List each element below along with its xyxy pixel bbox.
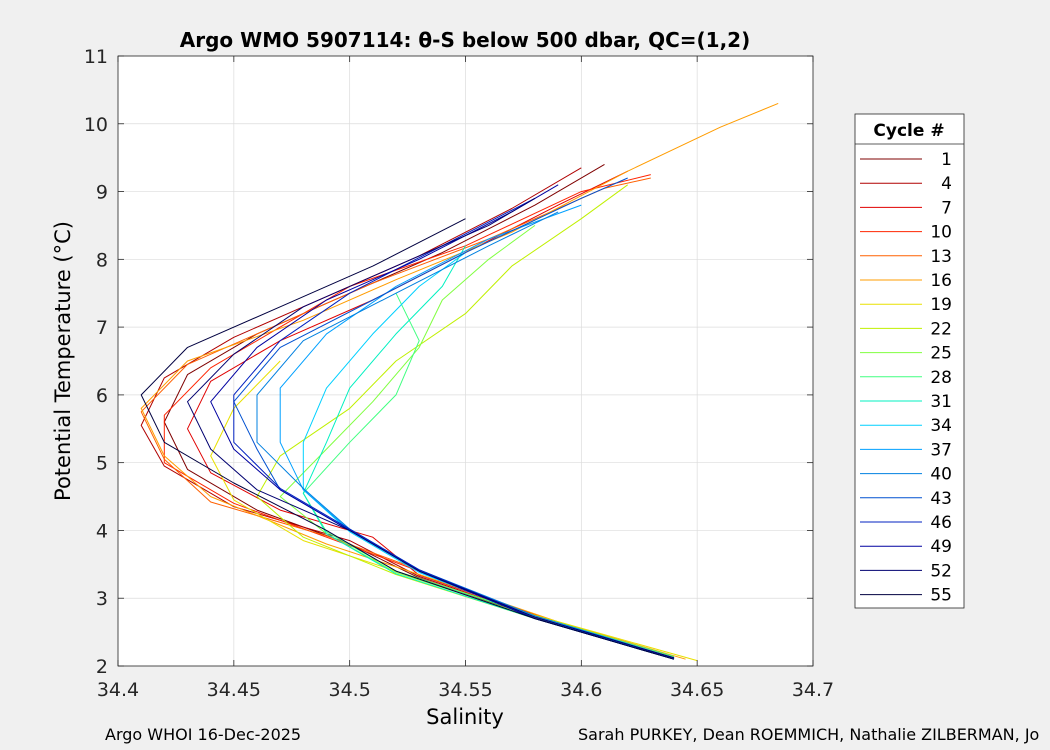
ticks <box>117 55 814 667</box>
legend-items: 1 4 7 10 13 16 19 22 25 28 31 34 37 40 43 46 49 52 55 <box>860 150 952 606</box>
x-tick-label: 34.5 <box>329 679 371 701</box>
series-line-cycle-22 <box>256 184 675 660</box>
legend: Cycle # 1 4 7 10 13 16 19 22 25 28 31 34 37 40 43 46 49 5… <box>854 113 965 609</box>
y-tick-label: 10 <box>84 114 108 136</box>
y-tick-label: 6 <box>96 385 108 407</box>
series-line-cycle-46 <box>233 197 675 659</box>
x-tick-label: 34.4 <box>97 679 139 701</box>
legend-label-cycle-49: 49 <box>930 537 952 557</box>
series-line-cycle-31 <box>302 245 675 660</box>
y-tick-label: 7 <box>96 317 108 339</box>
legend-label-cycle-46: 46 <box>930 513 952 533</box>
x-tick-labels: 34.4 34.45 34.5 34.55 34.6 34.65 34.7 <box>97 679 834 701</box>
x-tick-label: 34.45 <box>207 679 261 701</box>
legend-label-cycle-19: 19 <box>930 295 952 315</box>
legend-label-cycle-40: 40 <box>930 465 952 485</box>
y-tick-label: 3 <box>96 588 108 610</box>
legend-label-cycle-4: 4 <box>941 174 952 194</box>
legend-label-cycle-13: 13 <box>930 247 952 267</box>
y-tick-label: 4 <box>96 520 108 542</box>
series-line-cycle-55 <box>140 218 675 660</box>
y-tick-label: 9 <box>96 182 108 204</box>
legend-label-cycle-37: 37 <box>930 440 952 460</box>
x-tick-label: 34.6 <box>560 679 602 701</box>
legend-label-cycle-52: 52 <box>930 561 952 581</box>
y-axis-label: Potential Temperature (°C) <box>51 221 75 501</box>
x-tick-label: 34.7 <box>792 679 834 701</box>
chart-title: Argo WMO 5907114: θ-S below 500 dbar, QC… <box>180 28 750 52</box>
legend-label-cycle-10: 10 <box>930 223 952 243</box>
y-tick-label: 8 <box>96 249 108 271</box>
legend-label-cycle-28: 28 <box>930 368 952 388</box>
legend-label-cycle-25: 25 <box>930 344 952 364</box>
x-tick-label: 34.65 <box>670 679 724 701</box>
y-tick-label: 2 <box>96 656 108 678</box>
footer-right: Sarah PURKEY, Dean ROEMMICH, Nathalie ZI… <box>578 725 1040 744</box>
legend-label-cycle-1: 1 <box>941 150 952 170</box>
y-tick-label: 11 <box>84 46 108 68</box>
legend-label-cycle-22: 22 <box>930 319 952 339</box>
legend-label-cycle-43: 43 <box>930 489 952 509</box>
legend-box <box>854 113 965 609</box>
legend-title: Cycle # <box>873 121 944 141</box>
legend-label-cycle-34: 34 <box>930 416 952 436</box>
legend-label-cycle-16: 16 <box>930 271 952 291</box>
series-line-cycle-52 <box>187 197 675 659</box>
series-line-cycle-16 <box>140 102 779 660</box>
legend-label-cycle-55: 55 <box>930 586 952 606</box>
y-tick-labels: 2 3 4 5 6 7 8 9 10 11 <box>84 46 108 678</box>
legend-label-cycle-7: 7 <box>941 198 952 218</box>
y-tick-label: 5 <box>96 453 108 475</box>
series-group <box>140 102 779 662</box>
x-axis-label: Salinity <box>426 705 504 729</box>
footer-left: Argo WHOI 16-Dec-2025 <box>105 725 302 744</box>
x-tick-label: 34.55 <box>438 679 492 701</box>
legend-label-cycle-31: 31 <box>930 392 952 412</box>
